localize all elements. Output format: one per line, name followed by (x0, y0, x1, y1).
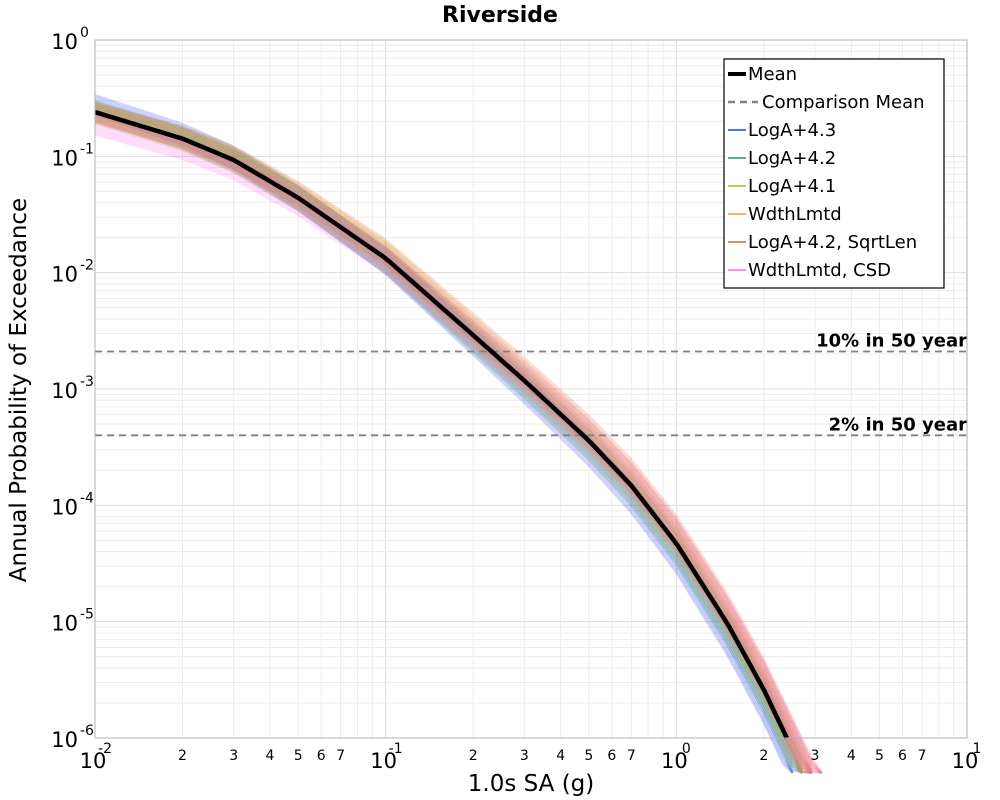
y-tick-label: 10 (51, 495, 78, 519)
legend-label: LogA+4.2, SqrtLen (748, 232, 917, 253)
branch-curve (94, 106, 822, 774)
x-minor-tick-label: 4 (556, 748, 565, 764)
branch-curve (94, 113, 794, 774)
legend: Mean Comparison Mean LogA+4.3 LogA+4.2 LogA+… (723, 58, 945, 289)
branch-curve (94, 133, 804, 774)
reference-lines: 10% in 50 year 2% in 50 year (95, 331, 967, 437)
branch-curve (94, 108, 823, 774)
branch-curve (94, 103, 813, 774)
branch-curve (94, 113, 804, 774)
y-tick-exponent: 0 (80, 25, 89, 41)
branch-curve (94, 119, 804, 774)
x-axis-title: 1.0s SA (g) (468, 771, 595, 797)
y-tick-exponent: -1 (80, 141, 94, 157)
branch-curve (94, 111, 794, 774)
x-tick-label: 10 (80, 749, 107, 773)
y-tick-label: 10 (51, 146, 78, 170)
branch-curve (94, 100, 813, 774)
branch-curve (94, 104, 823, 774)
legend-label: Mean (748, 64, 797, 85)
y-axis-title: Annual Probability of Exceedance (6, 198, 32, 582)
reference-line-label: 10% in 50 year (816, 331, 967, 352)
branch-curve (94, 121, 804, 774)
branch-curve (94, 102, 823, 774)
plot-frame (94, 39, 968, 739)
x-minor-tick-label: 6 (898, 748, 907, 764)
branch-curve (94, 102, 813, 774)
y-tick-label: 10 (51, 379, 78, 403)
branch-curve (94, 106, 823, 774)
x-tick-label: 10 (370, 749, 397, 773)
branch-curve (94, 117, 803, 774)
branch-curve (94, 115, 803, 774)
x-tick-exponent: 0 (682, 741, 691, 757)
chart-title: Riverside (442, 3, 558, 28)
x-minor-tick-label: 3 (520, 748, 529, 764)
legend-box (723, 58, 945, 289)
x-minor-tick-label: 4 (266, 748, 275, 764)
y-tick-label: 10 (51, 612, 78, 636)
branch-curve (94, 105, 813, 774)
x-minor-tick-label: 7 (336, 748, 345, 764)
y-tick-label: 10 (51, 728, 78, 752)
x-minor-tick-label: 2 (759, 748, 768, 764)
branch-curve (94, 102, 803, 774)
x-minor-tick-label: 2 (469, 748, 478, 764)
legend-label: LogA+4.3 (748, 120, 836, 141)
x-minor-tick-label: 5 (584, 748, 593, 764)
y-tick-exponent: -4 (80, 490, 94, 506)
reference-line-label: 2% in 50 year (829, 414, 967, 435)
x-minor-tick-label: 6 (607, 748, 616, 764)
y-tick-exponent: -2 (80, 258, 94, 274)
legend-label: WdthLmtd, CSD (748, 260, 891, 281)
branch-curve (94, 120, 804, 774)
branch-curve (94, 108, 813, 774)
y-tick-exponent: -5 (80, 607, 94, 623)
x-minor-tick-label: 5 (875, 748, 884, 764)
x-minor-tick-label: 2 (178, 748, 187, 764)
branch-curve (94, 103, 823, 774)
legend-label: WdthLmtd (748, 204, 842, 225)
x-tick-exponent: -1 (389, 741, 403, 757)
y-tick-exponent: -3 (80, 374, 94, 390)
mean-curve (94, 109, 789, 739)
branch-curve (94, 115, 804, 774)
legend-label: Comparison Mean (762, 92, 925, 113)
x-minor-tick-label: 3 (229, 748, 238, 764)
grid (94, 40, 967, 739)
x-minor-tick-label: 5 (294, 748, 303, 764)
branch-curve (94, 122, 803, 774)
x-minor-tick-label: 6 (317, 748, 326, 764)
x-minor-tick-label: 4 (847, 748, 856, 764)
x-tick-label: 10 (952, 749, 979, 773)
x-tick-label: 10 (661, 749, 688, 773)
legend-label: LogA+4.2 (748, 148, 836, 169)
branch-curve (94, 109, 794, 774)
branch-curve (94, 110, 813, 774)
branch-curve (94, 101, 823, 774)
branch-curve (94, 107, 813, 774)
y-tick-label: 10 (51, 30, 78, 54)
x-tick-exponent: -2 (98, 741, 112, 757)
branch-curve (94, 118, 823, 774)
y-tick-exponent: -6 (80, 723, 94, 739)
x-minor-tick-label: 3 (811, 748, 820, 764)
x-minor-tick-label: 7 (627, 748, 636, 764)
branch-curve (94, 117, 804, 774)
branch-curve (94, 119, 794, 774)
x-tick-exponent: 1 (973, 741, 982, 757)
mean-curve-layer (94, 109, 789, 739)
legend-label: LogA+4.1 (748, 176, 836, 197)
y-tick-label: 10 (51, 263, 78, 287)
x-minor-tick-label: 7 (918, 748, 927, 764)
branch-curve (94, 120, 822, 774)
